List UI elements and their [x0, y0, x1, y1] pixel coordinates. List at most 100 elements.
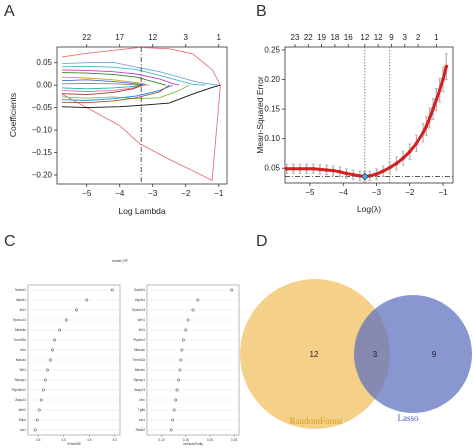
coefficient-path-3: [61, 84, 221, 109]
variable-label: Wnt2: [19, 408, 27, 412]
coefficient-path-14: [61, 84, 190, 100]
x-tick-label: 3.5: [36, 438, 41, 442]
variable-label: Trpanc13: [132, 308, 146, 312]
panel-label-c: C: [4, 233, 16, 250]
x-axis-label: IncNodePurity: [183, 442, 203, 446]
random-forest-importance-chart: model_RF Sanhd1 Atp2a1 Ifrd1 Trpanc13 Mtokot…: [12, 259, 240, 446]
variable-label: Slpeqc1: [14, 378, 26, 382]
variable-label: Trpanc13: [13, 318, 27, 322]
importance-point: [191, 308, 195, 312]
importance-point: [179, 358, 183, 362]
mse-point: [381, 169, 385, 173]
variable-label: Lat1: [139, 418, 145, 422]
mse-point: [431, 107, 435, 111]
variable-label: Wipe: [19, 418, 26, 422]
variable-label: Pkp4m2: [133, 338, 145, 342]
y-tick-label: −0.05: [32, 103, 53, 112]
importance-point: [33, 428, 37, 432]
coefficient-path-5: [61, 65, 206, 86]
y-axis-label: Coefficients: [8, 93, 18, 137]
variable-label: Lat1: [20, 428, 26, 432]
mse-point: [387, 165, 392, 170]
mse-point: [338, 169, 342, 174]
incnodepurity-dotplot: Sanhd1 Atp2a1 Trpanc13 Wnt1 Ifrd1 Pkp4m2 Mtoko…: [132, 284, 240, 446]
variable-label: Marckc: [16, 358, 27, 362]
importance-point: [175, 388, 179, 392]
mse-point: [304, 167, 309, 171]
top-tick-label: 3: [403, 33, 408, 42]
coefficient-path-16: [61, 84, 170, 104]
y-tick-label: 0.10: [264, 134, 280, 143]
top-tick-label: 16: [344, 33, 353, 42]
lasso-circle: [354, 295, 472, 413]
y-tick-label: 0.20: [264, 75, 280, 84]
mse-point: [437, 88, 442, 92]
x-axis-label: Log Lambda: [118, 206, 166, 216]
mse-point: [401, 156, 405, 160]
mse-point: [427, 116, 432, 120]
lasso-set-label: Lasso: [398, 413, 419, 423]
variable-label: Tgfbi: [138, 408, 145, 412]
intersection-count: 3: [373, 350, 378, 359]
coefficient-path-7: [61, 72, 167, 86]
panel-label-a: A: [4, 3, 15, 20]
x-tick-label: −1: [214, 189, 224, 198]
x-tick-label: 0.15: [183, 438, 189, 442]
x-tick-label: 5.0: [113, 438, 118, 442]
variable-label: Mtokotc: [134, 348, 146, 352]
variable-label: Marckc: [135, 368, 146, 372]
mse-point: [441, 77, 445, 82]
mse-point: [444, 64, 449, 69]
mse-point: [351, 172, 355, 177]
y-tick-label: −0.15: [32, 148, 53, 157]
y-tick-label: 0.15: [264, 105, 280, 114]
importance-point: [41, 388, 45, 392]
x-tick-label: −4: [339, 188, 349, 197]
mse-point: [424, 124, 429, 129]
top-tick-label: 2: [416, 33, 421, 42]
chart-title: model_RF: [112, 259, 128, 263]
y-tick-label: 0.25: [264, 45, 280, 54]
variable-label: Sanhd1: [134, 288, 145, 292]
importance-point: [230, 288, 234, 292]
lasso-coefficient-chart: −5 −4 −3 −2 −1 −0.20 −0.15 −0.10 −0.05 0.00 0.05 22…: [8, 33, 228, 216]
mse-point: [298, 167, 302, 171]
top-tick-label: 17: [115, 33, 124, 42]
mse-point: [434, 97, 439, 102]
x-axis-label: %IncMSE: [67, 442, 81, 446]
mse-point: [374, 172, 379, 176]
x-tick-label: 0.20: [207, 438, 213, 442]
plot-frame: [56, 46, 228, 185]
x-axis-label: Log(λ): [357, 204, 381, 214]
importance-point: [181, 338, 185, 342]
panel-label-b: B: [256, 3, 267, 20]
coefficient-path-11: [61, 84, 143, 90]
variable-label: Pkp4bb12: [12, 388, 27, 392]
x-tick-label: −5: [305, 188, 315, 197]
incmse-dotplot: Sanhd1 Atp2a1 Ifrd1 Trpanc13 Mtokotc Tmm33a Il…: [12, 284, 121, 446]
coefficient-path-12: [61, 84, 143, 92]
importance-point: [39, 398, 43, 402]
importance-point: [180, 348, 184, 352]
top-tick-label: 19: [317, 33, 326, 42]
variable-label: Slpeqc1: [133, 378, 145, 382]
mse-point: [324, 168, 329, 172]
top-tick-label: 12: [374, 33, 383, 42]
importance-point: [174, 398, 178, 402]
variable-label: Atp2a1: [16, 298, 26, 302]
mse-point: [284, 167, 289, 171]
y-tick-label: 0.00: [36, 81, 52, 90]
importance-point: [35, 418, 39, 422]
coefficient-path-13: [61, 84, 143, 96]
randomforest-only-count: 12: [310, 350, 319, 359]
importance-point: [196, 298, 200, 302]
importance-point: [43, 378, 47, 382]
x-tick-label: −1: [438, 188, 448, 197]
importance-point: [171, 418, 175, 422]
coefficient-path-10: [61, 82, 143, 86]
variable-label: Tmm33a: [132, 358, 145, 362]
mse-point: [331, 168, 336, 173]
mse-point: [291, 167, 296, 171]
